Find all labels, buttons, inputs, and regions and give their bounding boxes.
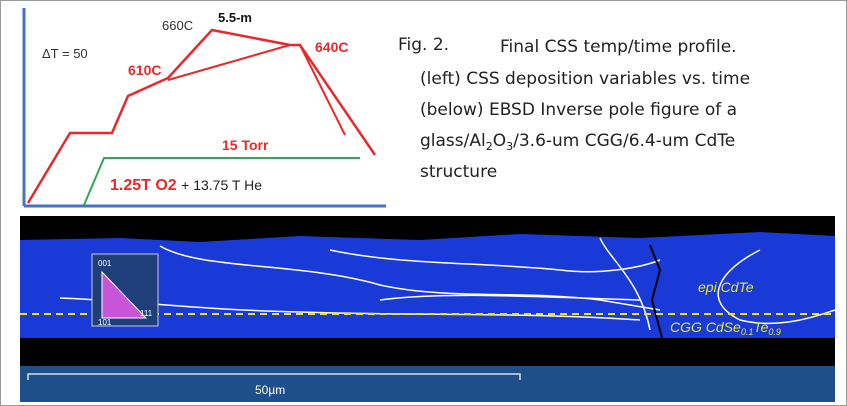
scale-label: 50µm xyxy=(255,383,285,397)
label: 660C xyxy=(162,18,193,33)
text: 2 xyxy=(486,140,493,153)
label: 610C xyxy=(128,62,161,78)
layer-label: epi CdTe xyxy=(698,279,754,295)
figure-title: Final CSS temp/time profile. xyxy=(500,37,737,57)
caption-line: (below) EBSD Inverse pole figure of a xyxy=(420,100,737,120)
text: CGG CdSe xyxy=(670,319,741,335)
legend-label: 101 xyxy=(98,318,112,327)
label: + 13.75 T He xyxy=(181,177,262,193)
text: glass/Al xyxy=(420,131,486,151)
legend-label: 111 xyxy=(140,309,153,318)
text: 0.1 xyxy=(741,327,754,337)
text: 0.9 xyxy=(768,327,781,337)
legend-label: 001 xyxy=(98,259,112,268)
label: 5.5-m xyxy=(218,10,252,25)
text: 3 xyxy=(506,140,513,153)
text: /3.6-um CGG/6.4-um CdTe xyxy=(513,131,735,151)
figure: ΔT = 50 660C 5.5-m 610C 640C 15 Torr 1.2… xyxy=(0,0,847,406)
caption-line: (left) CSS deposition variables vs. time xyxy=(420,69,750,89)
caption-line: structure xyxy=(420,162,497,182)
caption-line: glass/Al2O3/3.6-um CGG/6.4-um CdTe xyxy=(420,131,735,153)
label: 1.25T O2 + 13.75 T He xyxy=(110,177,262,194)
label: 640C xyxy=(315,39,348,55)
layer-label: CGG CdSe0.1Te0.9 xyxy=(670,319,781,337)
figure-label: Fig. 2. xyxy=(398,35,449,55)
label: ΔT = 50 xyxy=(42,46,88,61)
label: 1.25T O2 xyxy=(110,177,177,194)
text: O xyxy=(493,131,506,151)
text: Te xyxy=(753,319,768,335)
label: 15 Torr xyxy=(222,137,269,153)
scale-bar-region xyxy=(20,366,835,402)
